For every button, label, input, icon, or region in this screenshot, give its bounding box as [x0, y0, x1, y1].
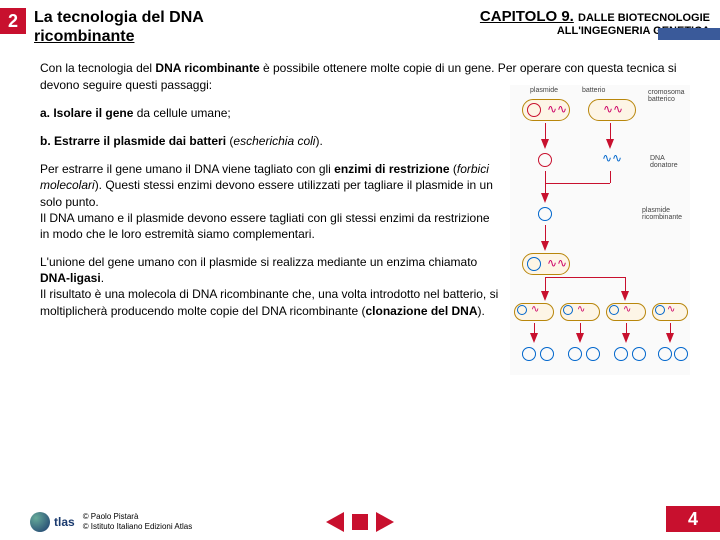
lbl-precomb: plasmide ricombinante [642, 207, 686, 221]
cell-3: ∿∿ [522, 253, 570, 275]
diagram: plasmide batterio cromosoma batterico ∿∿… [510, 85, 690, 375]
lbl-batterio: batterio [582, 87, 605, 94]
chapter-label: CAPITOLO 9. [480, 8, 574, 25]
plasmid-open [538, 153, 552, 167]
cell-4b: ∿ [560, 303, 600, 321]
section-number: 2 [0, 8, 26, 34]
cell-4d: ∿ [652, 303, 688, 321]
paragraph-1: Per estrarre il gene umano il DNA viene … [40, 161, 500, 242]
next-arrow-icon[interactable] [376, 512, 394, 532]
credit1: © Paolo Pistarà [83, 512, 193, 522]
prev-arrow-icon[interactable] [326, 512, 344, 532]
logo: tlas [30, 512, 75, 532]
chapter-line1: CAPITOLO 9. DALLE BIOTECNOLOGIE [480, 8, 710, 25]
cell-2: ∿∿ [588, 99, 636, 121]
logo-text: tlas [54, 515, 75, 529]
footer: tlas © Paolo Pistarà © Istituto Italiano… [0, 512, 720, 532]
cell-4a: ∿ [514, 303, 554, 321]
credits: © Paolo Pistarà © Istituto Italiano Ediz… [83, 512, 193, 531]
nav-arrows [326, 512, 394, 532]
step-b: b. Estrarre il plasmide dai batteri (esc… [40, 133, 500, 149]
paragraph-2: L'unione del gene umano con il plasmide … [40, 254, 500, 319]
content: Con la tecnologia del DNA ricombinante è… [0, 50, 720, 374]
plasmid-recomb [538, 207, 552, 221]
home-icon[interactable] [352, 514, 368, 530]
lbl-cromosoma: cromosoma batterico [648, 89, 688, 103]
page-number: 4 [666, 506, 720, 532]
cell-1: ∿∿ [522, 99, 570, 121]
steps-list: a. Isolare il gene da cellule umane; b. … [40, 105, 500, 149]
title-line1: La tecnologia del DNA [34, 9, 204, 26]
cell-4c: ∿ [606, 303, 646, 321]
logo-icon [30, 512, 50, 532]
lbl-dna: DNA donatore [650, 155, 686, 169]
section-title: La tecnologia del DNA ricombinante [34, 8, 204, 46]
header: 2 La tecnologia del DNA ricombinante CAP… [0, 0, 720, 50]
credit2: © Istituto Italiano Edizioni Atlas [83, 522, 193, 532]
body-text: a. Isolare il gene da cellule umane; b. … [40, 105, 500, 375]
step-a: a. Isolare il gene da cellule umane; [40, 105, 500, 121]
title-line2: ricombinante [34, 28, 134, 45]
decorative-bar [658, 28, 720, 40]
chapter-sub1: DALLE BIOTECNOLOGIE [578, 12, 710, 24]
lbl-plasmide: plasmide [530, 87, 558, 94]
